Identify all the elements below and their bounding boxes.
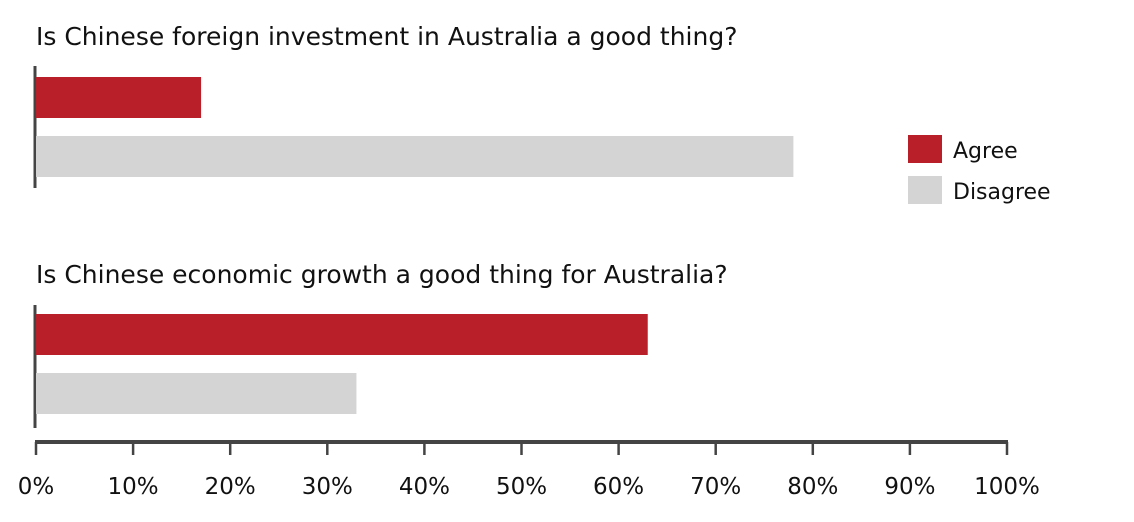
x-tick-label: 60% [593,474,644,500]
x-tick-label: 30% [302,474,353,500]
panel-title: Is Chinese economic growth a good thing … [36,260,728,289]
bar-agree [36,314,648,355]
x-tick-label: 0% [18,474,55,500]
x-tick-label: 50% [496,474,547,500]
x-tick-label: 100% [974,474,1040,500]
legend-label-agree: Agree [953,139,1018,164]
legend-swatch-disagree [908,176,942,204]
legend-label-disagree: Disagree [953,180,1051,205]
x-tick-label: 80% [787,474,838,500]
bar-agree [36,77,202,118]
x-tick-label: 90% [884,474,935,500]
x-tick-label: 20% [205,474,256,500]
bar-disagree [36,136,794,177]
x-tick-label: 10% [108,474,159,500]
bar-disagree [36,373,357,414]
legend-swatch-agree [908,135,942,163]
x-tick-label: 70% [690,474,741,500]
panel-title: Is Chinese foreign investment in Austral… [36,22,738,51]
x-tick-label: 40% [399,474,450,500]
